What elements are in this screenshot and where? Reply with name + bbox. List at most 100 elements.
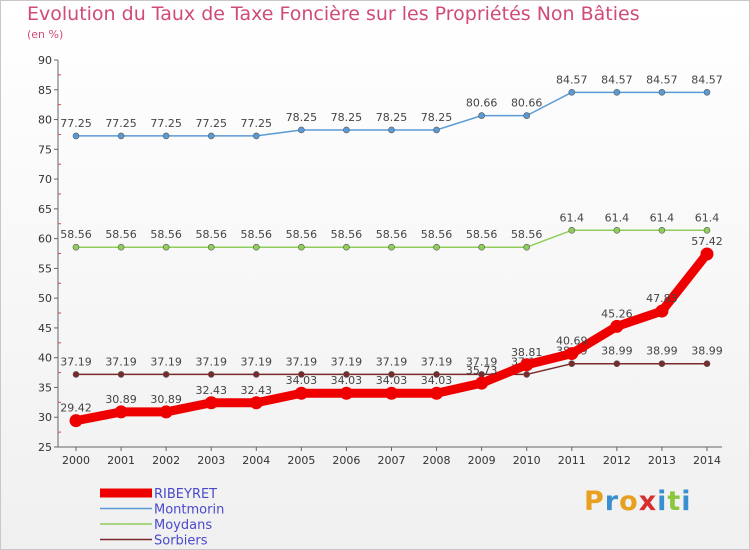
data-point: [117, 243, 125, 251]
data-label: 32.43: [241, 384, 273, 397]
data-point: [475, 376, 489, 390]
data-point: [207, 371, 215, 378]
data-label: 78.25: [421, 111, 453, 124]
data-point: [117, 132, 125, 140]
data-label: 58.56: [105, 228, 137, 241]
data-point: [298, 243, 305, 251]
data-point: [658, 226, 666, 234]
data-label: 84.57: [691, 73, 723, 86]
data-label: 78.25: [331, 111, 363, 124]
y-tick-label: 50: [38, 292, 52, 305]
y-tick-label: 70: [38, 173, 52, 186]
data-label: 77.25: [150, 117, 182, 130]
data-point: [478, 243, 485, 251]
data-label: 37.19: [331, 355, 363, 368]
x-tick-label: 2009: [468, 454, 496, 467]
data-label: 38.81: [511, 346, 543, 359]
data-point: [388, 126, 395, 134]
data-point: [613, 89, 621, 96]
x-tick-label: 2010: [513, 454, 541, 467]
y-tick-label: 85: [38, 84, 52, 97]
y-tick-label: 75: [38, 143, 52, 156]
data-label: 29.42: [60, 402, 92, 415]
data-label: 84.57: [646, 73, 678, 86]
x-tick-label: 2003: [197, 454, 225, 467]
data-label: 37.19: [60, 355, 92, 368]
y-tick-label: 45: [38, 322, 52, 335]
data-label: 78.25: [286, 111, 318, 124]
y-tick-label: 65: [38, 203, 52, 216]
data-point: [252, 371, 260, 378]
data-label: 77.25: [195, 117, 227, 130]
data-label: 58.56: [241, 228, 273, 241]
data-label: 34.03: [376, 374, 408, 387]
data-point: [568, 226, 576, 234]
data-point: [72, 132, 80, 140]
x-tick-label: 2011: [558, 454, 586, 467]
y-tick-label: 55: [38, 262, 52, 275]
data-label: 57.42: [691, 235, 723, 248]
data-label: 37.19: [286, 355, 318, 368]
data-label: 58.56: [376, 228, 408, 241]
data-point: [343, 243, 350, 251]
data-label: 32.43: [195, 384, 227, 397]
data-label: 47.83: [646, 292, 678, 305]
data-point: [703, 360, 711, 368]
logo-letter: P: [584, 486, 605, 517]
data-label: 61.4: [695, 211, 720, 224]
data-point: [658, 89, 666, 96]
data-point: [339, 386, 353, 400]
data-point: [343, 126, 350, 134]
data-label: 38.99: [691, 345, 723, 358]
data-label: 78.25: [376, 111, 408, 124]
data-label: 30.89: [150, 393, 182, 406]
data-point: [252, 132, 260, 140]
data-point: [162, 371, 170, 378]
data-label: 38.99: [646, 345, 678, 358]
data-point: [523, 371, 531, 378]
data-point: [114, 405, 128, 419]
data-point: [658, 360, 666, 368]
legend-label: Moydans: [154, 518, 212, 533]
data-point: [565, 347, 579, 361]
data-point: [69, 414, 83, 428]
y-tick-label: 30: [38, 411, 52, 424]
data-label: 84.57: [601, 73, 633, 86]
data-point: [162, 132, 170, 140]
y-tick-label: 90: [38, 54, 52, 67]
data-label: 45.26: [601, 307, 633, 320]
data-point: [703, 89, 711, 96]
data-label: 58.56: [511, 228, 543, 241]
data-label: 37.19: [376, 355, 408, 368]
data-label: 58.56: [331, 228, 363, 241]
x-tick-label: 2004: [242, 454, 270, 467]
logo-letter: o: [619, 486, 639, 517]
data-label: 61.4: [560, 211, 585, 224]
data-label: 30.89: [105, 393, 137, 406]
x-tick-label: 2006: [332, 454, 360, 467]
data-label: 77.25: [105, 117, 137, 130]
data-label: 37.19: [150, 355, 182, 368]
data-label: 58.56: [150, 228, 182, 241]
data-label: 38.99: [601, 345, 633, 358]
logo-letter: i: [657, 486, 668, 517]
data-point: [568, 89, 576, 96]
x-tick-label: 2013: [648, 454, 676, 467]
chart-title: Evolution du Taux de Taxe Foncière sur l…: [27, 3, 640, 25]
data-point: [655, 304, 669, 318]
data-label: 35.73: [466, 364, 498, 377]
legend-label: RIBEYRET: [154, 487, 217, 502]
data-point: [298, 371, 305, 378]
y-tick-label: 40: [38, 352, 52, 365]
data-label: 37.19: [195, 355, 227, 368]
data-point: [72, 371, 80, 378]
y-tick-label: 80: [38, 114, 52, 127]
legend-label: Sorbiers: [154, 534, 208, 549]
data-point: [703, 226, 711, 234]
x-tick-label: 2007: [377, 454, 405, 467]
data-label: 61.4: [605, 211, 630, 224]
data-point: [433, 243, 440, 251]
logo-letter: x: [638, 486, 658, 517]
data-point: [384, 386, 398, 400]
